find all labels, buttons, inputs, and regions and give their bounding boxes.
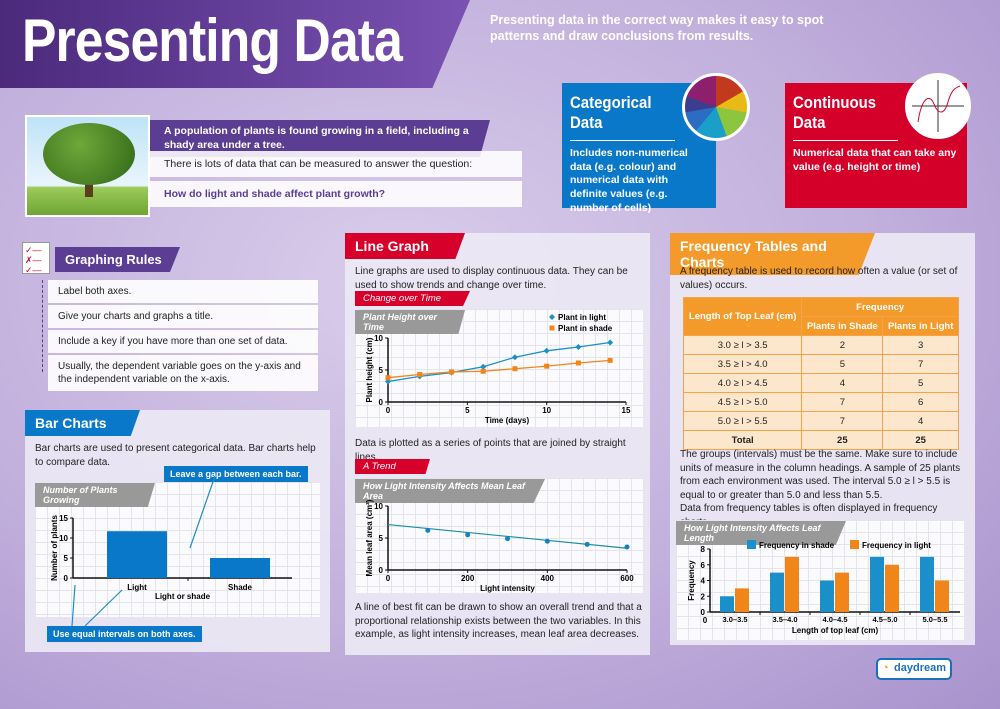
table-cell: 5 (801, 354, 884, 374)
table-row: 3.5 ≥ l > 4.0 5 7 (682, 354, 959, 374)
bar-chart-title: Number of Plants Growing (35, 483, 155, 507)
table-cell: 5.0 ≥ l > 5.5 (682, 411, 803, 431)
header-band (0, 0, 470, 88)
trend-label: A Trend (355, 459, 430, 474)
table-cell: 5 (882, 373, 959, 393)
page-title: Presenting Data (22, 7, 403, 74)
divider (793, 140, 898, 142)
table-row: 5.0 ≥ l > 5.5 7 4 (682, 411, 959, 431)
table-cell: Total (682, 430, 803, 450)
table-cell: 25 (882, 430, 959, 450)
table-cell: 6 (882, 392, 959, 412)
checklist-icon: ✓— ✗— ✓— (22, 242, 50, 275)
intro-text: Presenting data in the correct way makes… (490, 13, 824, 44)
categorical-text: Includes non-numerical data (e.g. colour… (570, 147, 688, 214)
frequency-text-2: The groups (intervals) must be the same.… (680, 449, 961, 501)
bar-charts-text: Bar charts are used to present categoric… (35, 443, 316, 468)
continuous-title: Continuous Data (793, 93, 877, 132)
line-graph-bottom-text: A line of best fit can be drawn to show … (355, 602, 642, 640)
col-light: Plants in Light (882, 316, 959, 336)
continuous-text: Numerical data that can take any value (… (793, 147, 957, 173)
table-row: 4.0 ≥ l > 4.5 4 5 (682, 373, 959, 393)
table-row: Total 25 25 (682, 430, 959, 450)
line-graph-title: Line Graph (345, 233, 465, 259)
tree-image (25, 115, 150, 217)
divider (570, 140, 675, 142)
table-cell: 7 (882, 354, 959, 374)
table-row: 3.0 ≥ l > 3.5 2 3 (682, 335, 959, 355)
bar-charts-title: Bar Charts (25, 410, 140, 436)
table-row: 4.5 ≥ l > 5.0 7 6 (682, 392, 959, 412)
table-cell: 3.0 ≥ l > 3.5 (682, 335, 803, 355)
graphing-rules-title: Graphing Rules (55, 247, 180, 272)
categorical-title: Categorical Data (570, 93, 652, 132)
line-graph-text: Line graphs are used to display continuo… (355, 266, 628, 291)
table-cell: 4 (801, 373, 884, 393)
line-graph-mid-text: Data is plotted as a series of points th… (355, 438, 626, 463)
table-cell: 7 (801, 411, 884, 431)
rule-item: Usually, the dependent variable goes on … (48, 355, 318, 391)
table-cell: 3.5 ≥ l > 4.0 (682, 354, 803, 374)
col-length: Length of Top Leaf (cm) (682, 297, 803, 336)
table-cell: 25 (801, 430, 884, 450)
table-cell: 7 (801, 392, 884, 412)
frequency-table: Length of Top Leaf (cm) Frequency Plants … (682, 297, 959, 450)
table-cell: 4.0 ≥ l > 4.5 (682, 373, 803, 393)
table-cell: 2 (801, 335, 884, 355)
intervals-callout: Use equal intervals on both axes. (47, 626, 202, 642)
intro-question: How do light and shade affect plant grow… (150, 181, 522, 207)
trend-chart-title: How Light Intensity Affects Mean Leaf Ar… (355, 479, 545, 503)
daydream-logo: ◔ daydream (876, 658, 952, 680)
change-over-time-label: Change over Time (355, 291, 470, 306)
table-cell: 4 (882, 411, 959, 431)
gap-callout: Leave a gap between each bar. (164, 466, 308, 482)
table-cell: 4.5 ≥ l > 5.0 (682, 392, 803, 412)
frequency-title: Frequency Tables and Charts (670, 233, 875, 275)
line-graph-icon (905, 73, 971, 139)
col-frequency: Frequency (801, 297, 959, 317)
table-cell: 3 (882, 335, 959, 355)
rules-connector (42, 280, 43, 372)
frequency-text: A frequency table is used to record how … (680, 266, 958, 291)
rule-item: Give your charts and graphs a title. (48, 305, 318, 328)
pie-chart-icon (682, 73, 750, 141)
intro-line: There is lots of data that can be measur… (150, 151, 522, 177)
col-shade: Plants in Shade (801, 316, 884, 336)
line-chart-title: Plant Height over Time (355, 310, 465, 334)
frequency-chart-title: How Light Intensity Affects Leaf Length (676, 521, 846, 545)
rule-item: Include a key if you have more than one … (48, 330, 318, 353)
rule-item: Label both axes. (48, 280, 318, 303)
